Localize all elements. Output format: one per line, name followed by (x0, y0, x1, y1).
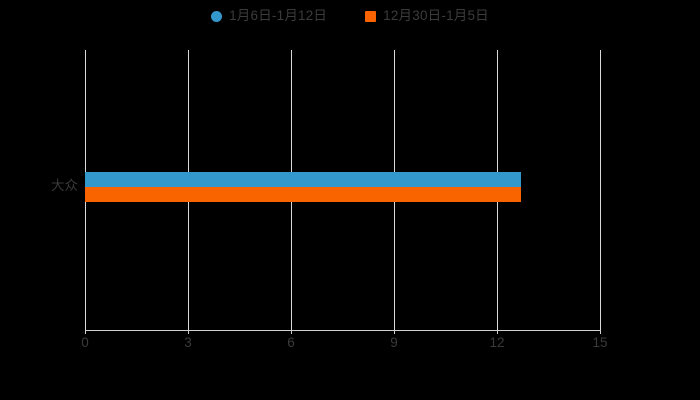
gridline-x-15 (600, 50, 601, 330)
legend-marker-circle-icon (211, 10, 223, 22)
plot-area (85, 50, 601, 330)
x-tick-mark-15 (600, 330, 601, 334)
x-tick-mark-9 (394, 330, 395, 334)
legend-marker-square-icon (365, 10, 377, 22)
x-tick-mark-0 (85, 330, 86, 334)
x-tick-label-12: 12 (489, 335, 505, 350)
x-tick-label-15: 15 (592, 335, 608, 350)
y-axis-tick-label-dazhong: 大众 (51, 178, 78, 193)
x-axis-line (85, 330, 601, 331)
chart-legend: 1月6日-1月12日 12月30日-1月5日 (0, 0, 700, 32)
legend-label-series-1: 1月6日-1月12日 (229, 8, 328, 24)
legend-item-series-1[interactable]: 1月6日-1月12日 (211, 9, 327, 23)
x-tick-mark-6 (291, 330, 292, 334)
legend-item-series-2[interactable]: 12月30日-1月5日 (365, 9, 489, 23)
bar-series-2-dazhong[interactable] (85, 187, 522, 202)
bar-series-1-dazhong[interactable] (85, 172, 522, 187)
x-tick-label-6: 6 (287, 335, 295, 350)
x-tick-mark-12 (497, 330, 498, 334)
x-tick-label-3: 3 (184, 335, 192, 350)
x-tick-label-0: 0 (81, 335, 89, 350)
x-tick-mark-3 (188, 330, 189, 334)
x-tick-label-9: 9 (390, 335, 398, 350)
legend-label-series-2: 12月30日-1月5日 (383, 8, 489, 24)
